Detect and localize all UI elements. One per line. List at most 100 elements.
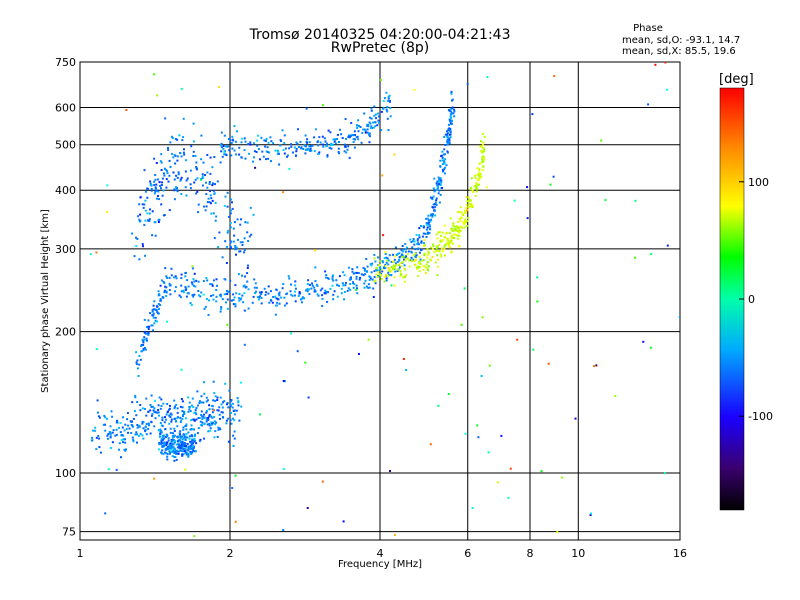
echo-point	[337, 147, 340, 150]
echo-point	[418, 251, 421, 254]
echo-point	[241, 241, 244, 244]
echo-point	[281, 129, 284, 132]
echo-point	[481, 132, 484, 135]
echo-point	[161, 177, 164, 180]
echo-point	[401, 254, 404, 257]
echo-point	[152, 329, 154, 332]
echo-point	[106, 434, 109, 437]
echo-point	[403, 280, 406, 283]
echo-point	[202, 293, 205, 296]
echo-point	[189, 428, 192, 431]
echo-point	[233, 234, 236, 237]
echo-point	[211, 283, 214, 286]
echo-point	[134, 433, 137, 436]
echo-point	[158, 443, 161, 446]
echo-point	[160, 203, 163, 206]
echo-point	[264, 145, 267, 148]
echo-point	[402, 358, 405, 360]
echo-point	[233, 413, 236, 416]
echo-point	[358, 278, 361, 281]
echo-point	[230, 198, 233, 201]
echo-point	[314, 290, 317, 293]
colorbar-tick-label: 0	[748, 293, 755, 306]
echo-point	[173, 198, 176, 201]
echo-point	[185, 417, 187, 420]
echo-point	[185, 287, 188, 290]
echo-point	[439, 240, 442, 243]
echo-point	[462, 221, 465, 224]
echo-point	[231, 135, 234, 138]
echo-point	[452, 242, 454, 245]
echo-point	[171, 451, 174, 453]
echo-point	[201, 418, 204, 420]
echo-point	[213, 237, 216, 240]
echo-point	[279, 144, 282, 147]
echo-point	[303, 297, 306, 300]
echo-point	[169, 416, 172, 418]
echo-point	[177, 171, 180, 174]
echo-point	[366, 270, 369, 273]
echo-point	[187, 447, 190, 449]
echo-point	[321, 294, 324, 297]
echo-point	[240, 141, 243, 144]
echo-point	[309, 145, 312, 148]
echo-point	[203, 437, 205, 440]
echo-point	[394, 265, 397, 268]
x-tick-label: 16	[673, 547, 687, 560]
echo-point	[392, 264, 395, 267]
echo-point	[317, 294, 320, 297]
echo-point	[356, 135, 359, 138]
echo-point	[377, 119, 380, 122]
echo-point	[387, 259, 390, 262]
echo-point	[441, 159, 444, 162]
echo-point	[205, 411, 208, 414]
echo-point	[327, 129, 330, 132]
echo-point	[373, 105, 376, 108]
echo-point	[354, 271, 357, 274]
echo-point	[236, 218, 239, 221]
echo-point	[421, 235, 424, 238]
echo-point	[290, 332, 293, 335]
echo-point	[441, 150, 444, 153]
echo-point	[182, 453, 185, 456]
echo-point	[191, 294, 194, 297]
echo-point	[417, 275, 420, 278]
echo-point	[422, 265, 425, 267]
echo-point	[164, 117, 167, 120]
echo-point	[187, 396, 190, 399]
echo-point	[206, 201, 209, 204]
echo-point	[135, 351, 138, 354]
echo-point	[367, 123, 370, 126]
echo-point	[358, 353, 360, 355]
echo-point	[237, 404, 240, 407]
echo-point	[349, 288, 352, 291]
echo-point	[212, 212, 215, 215]
echo-point	[379, 268, 382, 271]
echo-point	[211, 408, 214, 411]
echo-point	[351, 268, 354, 271]
echo-point	[418, 260, 421, 263]
echo-point	[376, 276, 379, 278]
echo-point	[96, 399, 99, 402]
echo-point	[290, 145, 293, 148]
echo-point	[220, 295, 223, 298]
echo-point	[465, 206, 468, 209]
echo-point	[419, 258, 422, 261]
echo-point	[190, 434, 193, 437]
echo-point	[162, 189, 165, 192]
echo-point	[131, 401, 134, 404]
echo-point	[298, 146, 300, 148]
echo-point	[278, 302, 281, 305]
echo-point	[175, 174, 178, 177]
echo-point	[159, 433, 162, 436]
echo-point	[283, 142, 286, 145]
echo-point	[384, 267, 387, 270]
echo-point	[387, 95, 390, 98]
echo-point	[187, 292, 190, 295]
echo-point	[125, 448, 127, 451]
echo-point	[481, 169, 484, 172]
echo-point	[436, 188, 439, 191]
echo-point	[350, 122, 353, 124]
echo-point	[447, 393, 450, 395]
echo-point	[166, 455, 169, 458]
